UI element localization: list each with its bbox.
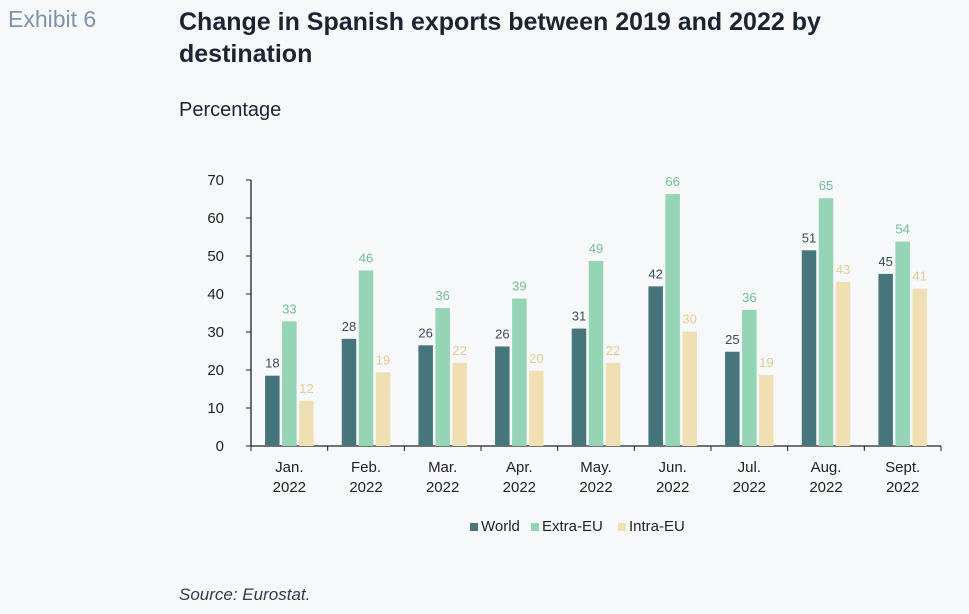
- x-tick-label: Jan.: [275, 459, 303, 476]
- data-label: 22: [452, 343, 466, 358]
- x-tick-label: 2022: [349, 479, 382, 496]
- bar-world: [878, 273, 893, 446]
- data-label: 26: [495, 326, 509, 341]
- legend-swatch-world: [470, 523, 478, 531]
- x-tick-label: 2022: [579, 479, 612, 496]
- source-note: Source: Eurostat.: [179, 585, 311, 604]
- bar-extra-eu: [512, 298, 527, 446]
- bar-chart: 010203040506070183312Jan.2022284619Feb.2…: [207, 172, 942, 535]
- data-label: 43: [836, 262, 850, 277]
- y-tick-label: 50: [207, 248, 224, 265]
- x-tick-label: 2022: [503, 479, 536, 496]
- data-label: 46: [359, 250, 373, 265]
- y-tick-label: 40: [207, 286, 224, 303]
- bar-intra-eu: [452, 362, 467, 446]
- legend-label: World: [481, 518, 520, 535]
- x-tick-label: 2022: [656, 479, 689, 496]
- bar-intra-eu: [835, 281, 851, 446]
- unit-label: Percentage: [179, 99, 282, 121]
- legend-swatch-intra-eu: [618, 523, 626, 531]
- x-tick-label: Feb.: [351, 459, 381, 476]
- bar-world: [801, 250, 817, 446]
- data-label: 30: [682, 312, 696, 327]
- bar-extra-eu: [435, 308, 450, 446]
- bar-world: [571, 328, 587, 446]
- bar-extra-eu: [665, 194, 680, 446]
- x-tick-label: May.: [580, 459, 611, 476]
- x-tick-label: Jun.: [658, 459, 686, 476]
- x-tick-label: Jul.: [738, 459, 761, 476]
- data-label: 36: [435, 288, 449, 303]
- bar-world: [418, 345, 433, 446]
- bar-extra-eu: [742, 309, 757, 446]
- legend-label: Intra-EU: [629, 518, 685, 535]
- bar-world: [648, 286, 663, 446]
- data-label: 51: [802, 230, 816, 245]
- bar-world: [265, 375, 280, 446]
- y-tick-label: 20: [207, 362, 224, 379]
- x-tick-label: 2022: [886, 479, 919, 496]
- x-tick-label: Sept.: [885, 459, 920, 476]
- data-label: 49: [589, 241, 603, 256]
- bar-intra-eu: [605, 362, 621, 446]
- bar-extra-eu: [895, 241, 910, 446]
- data-label: 12: [299, 381, 313, 396]
- data-label: 22: [606, 343, 620, 358]
- bar-intra-eu: [759, 374, 774, 446]
- bar-intra-eu: [682, 331, 697, 446]
- data-label: 39: [512, 279, 526, 294]
- bar-extra-eu: [818, 198, 834, 446]
- bar-intra-eu: [529, 370, 544, 446]
- data-label: 42: [648, 266, 662, 281]
- bar-world: [725, 351, 740, 446]
- bar-extra-eu: [358, 270, 374, 446]
- data-label: 28: [342, 319, 356, 334]
- bar-intra-eu: [299, 400, 314, 446]
- data-label: 36: [742, 290, 756, 305]
- x-tick-label: Mar.: [428, 459, 457, 476]
- x-tick-label: 2022: [733, 479, 766, 496]
- bar-intra-eu: [912, 288, 927, 446]
- bar-world: [495, 346, 510, 446]
- bar-world: [341, 338, 357, 446]
- y-tick-label: 30: [207, 324, 224, 341]
- data-label: 25: [725, 332, 739, 347]
- data-label: 66: [665, 174, 679, 189]
- data-label: 20: [529, 351, 543, 366]
- x-tick-label: Aug.: [811, 459, 842, 476]
- data-label: 19: [759, 355, 773, 370]
- data-label: 65: [819, 178, 833, 193]
- y-tick-label: 0: [216, 438, 224, 455]
- x-tick-label: 2022: [426, 479, 459, 496]
- legend-swatch-extra-eu: [531, 523, 539, 531]
- data-label: 19: [376, 352, 390, 367]
- data-label: 54: [895, 222, 909, 237]
- data-label: 31: [572, 309, 586, 324]
- bar-extra-eu: [588, 260, 604, 446]
- data-label: 41: [912, 269, 926, 284]
- legend-label: Extra-EU: [542, 518, 603, 535]
- bar-extra-eu: [282, 321, 297, 446]
- data-label: 26: [418, 325, 432, 340]
- x-tick-label: 2022: [273, 479, 306, 496]
- y-tick-label: 60: [207, 210, 224, 227]
- bar-intra-eu: [375, 372, 391, 446]
- data-label: 33: [282, 301, 296, 316]
- data-label: 18: [265, 356, 279, 371]
- exhibit-label: Exhibit 6: [8, 6, 97, 32]
- data-label: 45: [878, 254, 892, 269]
- y-tick-label: 70: [207, 172, 224, 189]
- x-tick-label: Apr.: [506, 459, 533, 476]
- x-tick-label: 2022: [809, 479, 842, 496]
- chart-title: Change in Spanish exports between 2019 a…: [179, 8, 821, 68]
- y-tick-label: 10: [207, 400, 224, 417]
